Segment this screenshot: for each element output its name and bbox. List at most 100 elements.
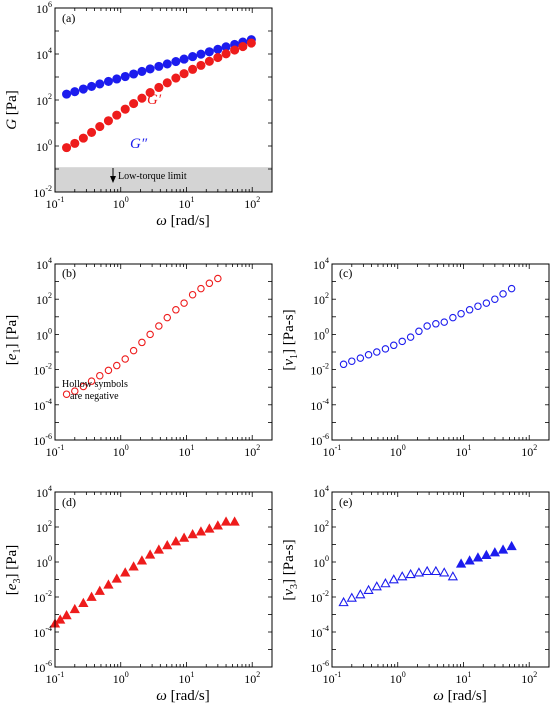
data-point: [507, 284, 516, 293]
data-point: [153, 544, 164, 554]
y-tick-label: 10-2: [33, 184, 52, 200]
y-tick-label: 10-2: [33, 362, 52, 378]
data-point: [388, 574, 399, 584]
panel-label-b: (b): [62, 266, 76, 280]
data-point: [381, 345, 390, 353]
data-point: [356, 354, 365, 362]
x-axis-label-a: ω [rad/s]: [156, 213, 210, 229]
data-point: [195, 526, 207, 536]
data-point: [87, 377, 96, 385]
plot-frame: [54, 491, 273, 668]
data-point: [482, 299, 491, 307]
data-point: [380, 578, 391, 588]
data-point: [155, 322, 163, 330]
data-point: [103, 579, 114, 589]
data-point: [154, 82, 164, 93]
data-point: [129, 69, 139, 79]
y-axis-label-e: [v3] [Pa-s]: [281, 539, 300, 600]
data-point: [187, 529, 198, 539]
x-tick-label: 10-1: [323, 443, 342, 459]
data-point: [457, 309, 465, 318]
x-tick-label: 10-1: [46, 670, 65, 686]
data-point: [112, 74, 122, 84]
y-tick-label: 10-6: [310, 432, 329, 448]
data-point: [172, 306, 180, 314]
data-point: [472, 552, 484, 562]
data-point: [464, 555, 475, 565]
plot-frame: [331, 491, 550, 668]
data-point: [103, 116, 113, 126]
plot-frame: [54, 7, 273, 193]
panel-a-marks: [62, 35, 256, 153]
data-point: [103, 76, 113, 87]
data-point: [405, 568, 416, 579]
data-point: [421, 565, 433, 576]
y-tick-label: 10-2: [33, 589, 52, 605]
y-tick-label: 10-6: [33, 432, 52, 448]
data-point: [163, 313, 172, 322]
y-tick-label: 10-2: [310, 589, 329, 605]
data-point: [491, 295, 499, 303]
data-point: [113, 361, 121, 370]
data-point: [196, 49, 206, 59]
y-tick-label: 102: [36, 291, 52, 307]
data-point: [129, 99, 139, 109]
x-axis-label-e: ω [rad/s]: [433, 688, 487, 704]
data-point: [79, 382, 88, 391]
data-point: [214, 274, 222, 283]
plot-frame: [54, 263, 273, 441]
x-tick-label: 102: [244, 670, 260, 686]
x-tick-label: 100: [113, 670, 129, 686]
x-tick-label: 101: [178, 195, 194, 211]
plot-frame: [331, 263, 550, 441]
data-point: [129, 346, 138, 355]
panel-e-marks: [338, 540, 517, 607]
y-tick-label: 104: [36, 46, 52, 62]
panel-c-marks: [339, 284, 516, 369]
x-tick-label: 102: [244, 443, 260, 459]
data-point: [179, 54, 189, 64]
y-tick-label: 10-6: [310, 659, 329, 675]
data-point: [423, 322, 431, 330]
y-tick-label: 106: [36, 0, 52, 16]
data-point: [120, 71, 130, 82]
data-point: [415, 327, 423, 336]
panel-d-axes: 10-1 100 101 102 10-6 10-4 10-2 100 102 104: [33, 484, 273, 686]
data-point: [180, 299, 188, 307]
data-point: [137, 93, 147, 103]
series-label-g-double-prime: G″: [130, 136, 148, 152]
data-point: [212, 520, 223, 530]
data-point: [230, 45, 240, 55]
data-point: [220, 516, 232, 526]
panel-label-e: (e): [339, 495, 352, 509]
data-point: [146, 330, 154, 339]
data-point: [86, 591, 97, 601]
data-point: [204, 56, 214, 66]
panel-e-axes: 10-1 100 101 102 10-6 10-4 10-2 100 102 104: [310, 484, 550, 686]
data-point: [506, 540, 517, 551]
panel-b-marks: [62, 274, 222, 398]
data-point: [499, 290, 507, 298]
panel-d-marks: [49, 516, 240, 628]
x-tick-label: 10-1: [46, 195, 65, 211]
data-point: [355, 589, 366, 599]
data-point: [55, 614, 66, 624]
data-point: [188, 64, 198, 74]
data-point: [474, 302, 482, 310]
x-tick-label: 100: [390, 443, 406, 459]
y-tick-label: 100: [36, 326, 52, 342]
y-tick-label: 102: [36, 519, 52, 535]
data-point: [170, 536, 182, 546]
data-point: [432, 320, 440, 328]
low-torque-band: [55, 167, 272, 192]
data-point: [78, 84, 88, 94]
data-point: [136, 555, 148, 565]
down-arrow-icon: [110, 176, 116, 183]
data-point: [87, 81, 97, 91]
y-tick-label: 100: [313, 326, 329, 342]
low-torque-annotation: Low-torque limit: [110, 168, 187, 183]
data-point: [120, 104, 130, 114]
data-point: [221, 49, 231, 59]
annotation-hollow-symbols-line2: are negative: [70, 391, 119, 402]
y-tick-label: 104: [36, 484, 52, 500]
